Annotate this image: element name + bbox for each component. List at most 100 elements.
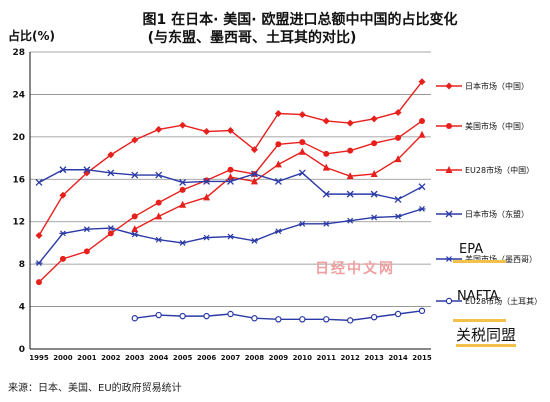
data-point bbox=[274, 177, 282, 185]
data-point bbox=[107, 151, 115, 159]
data-point bbox=[203, 177, 210, 184]
legend: 日本市场（中国） 美国市场（中国） EU28市场（中国） 日本市场（东盟） 美国市场（墨… bbox=[436, 81, 542, 306]
data-point bbox=[203, 312, 210, 320]
data-point bbox=[322, 190, 330, 198]
data-point bbox=[298, 147, 306, 155]
data-point bbox=[131, 213, 138, 220]
data-point bbox=[298, 111, 306, 119]
data-point bbox=[395, 134, 402, 141]
x-tick-label: 2010 bbox=[293, 354, 313, 362]
series-5 bbox=[35, 206, 426, 267]
series-3 bbox=[131, 130, 426, 233]
y-tick-label: 24 bbox=[12, 90, 25, 100]
data-point bbox=[394, 108, 402, 116]
x-tick-label: 2015 bbox=[412, 354, 432, 362]
data-point bbox=[370, 169, 378, 177]
data-point bbox=[323, 150, 330, 157]
series-4 bbox=[35, 166, 426, 203]
data-point bbox=[83, 226, 91, 233]
nafta-underline bbox=[453, 319, 506, 322]
legend-label: EU28市场（中国） bbox=[465, 165, 534, 175]
data-point bbox=[155, 171, 163, 179]
data-point bbox=[346, 317, 354, 324]
data-point bbox=[370, 214, 378, 221]
legend-item-4: 日本市场（东盟） bbox=[436, 209, 529, 219]
data-point bbox=[83, 248, 90, 255]
data-point bbox=[445, 297, 453, 305]
data-point bbox=[203, 177, 211, 185]
series-line bbox=[38, 81, 423, 236]
data-point bbox=[155, 236, 163, 243]
data-point bbox=[131, 225, 139, 233]
y-tick-label: 28 bbox=[12, 48, 25, 58]
data-point bbox=[418, 206, 426, 212]
data-point bbox=[299, 139, 306, 146]
epa-underline bbox=[453, 260, 506, 263]
data-point bbox=[59, 230, 67, 237]
x-tick-label: 2002 bbox=[101, 354, 121, 362]
data-point bbox=[394, 213, 402, 220]
data-point bbox=[299, 316, 306, 323]
data-point bbox=[35, 260, 43, 267]
data-point bbox=[155, 212, 163, 220]
data-point bbox=[179, 200, 187, 208]
series-6 bbox=[131, 307, 426, 324]
y-tick-label: 4 bbox=[19, 303, 25, 313]
data-point bbox=[227, 166, 234, 173]
data-point bbox=[418, 130, 426, 138]
data-point bbox=[59, 191, 67, 199]
data-point bbox=[107, 225, 115, 232]
source-note: 来源：日本、美国、EU的政府贸易统计 bbox=[8, 383, 182, 394]
data-point bbox=[131, 315, 138, 322]
x-tick-label: 2007 bbox=[221, 354, 241, 362]
data-point bbox=[179, 186, 186, 193]
legend-item-5: 美国市场（墨西哥） bbox=[436, 254, 537, 264]
data-point bbox=[322, 117, 330, 125]
data-point bbox=[107, 169, 115, 177]
data-point bbox=[155, 125, 163, 133]
data-point bbox=[446, 123, 452, 129]
x-tick-label: 1995 bbox=[29, 354, 49, 362]
data-point bbox=[203, 128, 211, 136]
x-tick-label: 2008 bbox=[245, 354, 265, 362]
y-ticks: 0 4 8 12 16 20 24 28 bbox=[12, 48, 25, 355]
data-point bbox=[179, 312, 186, 320]
x-tick-label: 2003 bbox=[125, 354, 145, 362]
data-point bbox=[227, 173, 234, 181]
data-point bbox=[131, 171, 139, 179]
data-point bbox=[227, 177, 234, 185]
x-tick-label: 2012 bbox=[340, 354, 360, 362]
data-point bbox=[203, 234, 211, 241]
data-point bbox=[298, 169, 306, 177]
data-point bbox=[445, 256, 453, 262]
data-point bbox=[347, 147, 354, 154]
y-tick-label: 20 bbox=[12, 133, 25, 143]
x-tick-label: 2014 bbox=[388, 354, 408, 362]
data-point bbox=[274, 110, 282, 118]
data-point bbox=[179, 179, 187, 186]
data-point bbox=[35, 179, 43, 186]
data-point bbox=[36, 279, 42, 286]
data-point bbox=[250, 177, 258, 185]
legend-label: EU28市场（土耳其） bbox=[465, 296, 542, 306]
watermark: 日经中文网 bbox=[315, 260, 395, 277]
data-point bbox=[418, 183, 426, 191]
data-point bbox=[274, 160, 282, 168]
y-axis-label: 占比(%) bbox=[8, 28, 55, 43]
series-1 bbox=[35, 78, 426, 240]
data-point bbox=[274, 228, 282, 235]
data-point bbox=[394, 195, 402, 203]
legend-label: 日本市场（中国） bbox=[465, 81, 529, 91]
y-tick-label: 0 bbox=[19, 345, 25, 355]
legend-item-3: EU28市场（中国） bbox=[436, 165, 534, 175]
data-point bbox=[298, 220, 306, 227]
data-point bbox=[250, 146, 258, 154]
data-point bbox=[155, 199, 162, 206]
data-point bbox=[275, 141, 282, 148]
data-point bbox=[107, 230, 114, 237]
x-tick-label: 2011 bbox=[317, 354, 337, 362]
x-tick-label: 2009 bbox=[269, 354, 289, 362]
data-point bbox=[227, 233, 234, 240]
data-point bbox=[394, 155, 402, 163]
